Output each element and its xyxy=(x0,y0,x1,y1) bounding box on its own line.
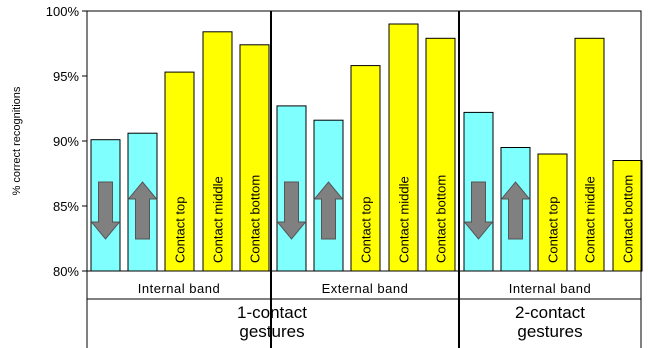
arrow-up-icon xyxy=(500,181,531,240)
bar-label: Contact bottom xyxy=(248,175,263,263)
bar-contact xyxy=(425,37,456,272)
bar-contact xyxy=(350,65,381,272)
y-axis: 80% 85% 90% 95% 100% xyxy=(46,4,87,279)
band-label: Internal band xyxy=(509,281,591,296)
bar-label: Contact top xyxy=(359,197,374,264)
bar-label: Contact top xyxy=(173,197,188,264)
band-label: Internal band xyxy=(138,281,220,296)
bar-contact xyxy=(202,31,233,272)
y-axis-label: % correct recognitions xyxy=(11,86,23,195)
arrow-down-icon xyxy=(276,181,307,240)
category-label-line1: 1-contact xyxy=(237,303,307,322)
bars: Contact top Contact middle Contact bottom C… xyxy=(90,23,643,272)
band-label: External band xyxy=(322,281,409,296)
bar-label: Contact bottom xyxy=(434,175,449,263)
category-label-line1: 2-contact xyxy=(515,303,585,322)
category-label-line2: gestures xyxy=(517,322,582,341)
arrow-up-icon xyxy=(313,181,344,240)
x-axis-labels: Internal band External band Internal band 1… xyxy=(138,281,591,341)
bar-label: Contact top xyxy=(546,197,561,264)
y-tick-label: 90% xyxy=(53,134,79,149)
bar-contact xyxy=(239,44,270,272)
y-tick-label: 100% xyxy=(46,4,80,19)
bar-contact xyxy=(537,153,568,272)
bar-contact xyxy=(612,160,643,272)
bar-contact xyxy=(388,23,419,272)
bar-label: Contact middle xyxy=(397,176,412,263)
chart-frame xyxy=(86,10,642,348)
arrow-down-icon xyxy=(90,181,121,240)
bar-label: Contact middle xyxy=(583,176,598,263)
category-label-line2: gestures xyxy=(239,322,304,341)
y-tick-label: 80% xyxy=(53,264,79,279)
arrow-up-icon xyxy=(127,181,158,240)
bar-label: Contact middle xyxy=(211,176,226,263)
arrow-down-icon xyxy=(463,181,494,240)
y-tick-label: 85% xyxy=(53,199,79,214)
bar-label: Contact bottom xyxy=(621,175,636,263)
bar-contact xyxy=(164,71,195,272)
plot-border xyxy=(86,10,642,272)
y-tick-label: 95% xyxy=(53,69,79,84)
bar-contact xyxy=(574,37,605,272)
